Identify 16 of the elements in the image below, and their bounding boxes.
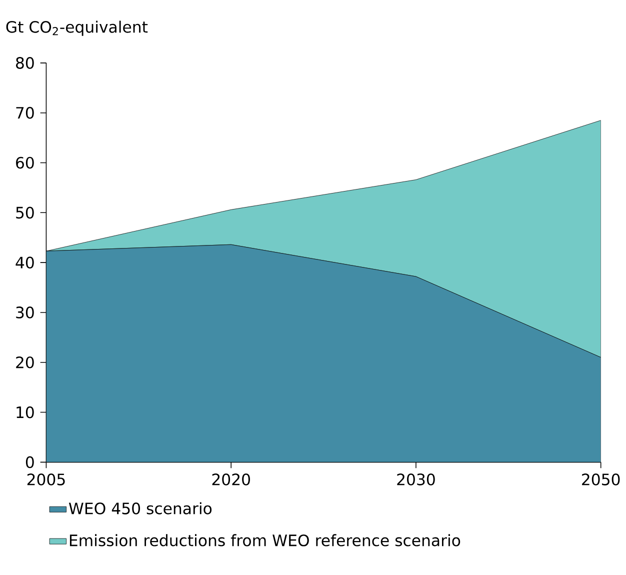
y-tick-label: 50: [16, 206, 34, 218]
y-axis-title: Gt CO$_{2}$-equivalent: [6, 20, 148, 36]
y-tick-label: 40: [16, 256, 34, 268]
legend-label: Emission reductions from WEO reference scenario: [70, 534, 460, 546]
y-tick-label: 60: [16, 156, 34, 169]
y-tick-label: 20: [16, 356, 34, 368]
y-tick-label: 10: [16, 406, 34, 418]
x-tick-label: 2005: [27, 473, 65, 486]
y-tick-label: 30: [16, 306, 34, 318]
y-tick-label: 0: [26, 456, 34, 468]
legend-label: WEO 450 scenario: [68, 502, 212, 514]
x-tick-label: 2050: [582, 473, 620, 486]
x-tick-label: 2020: [212, 473, 250, 486]
x-tick-label: 2030: [397, 473, 435, 486]
y-tick-label: 80: [16, 56, 34, 69]
y-tick-label: 70: [16, 106, 34, 119]
